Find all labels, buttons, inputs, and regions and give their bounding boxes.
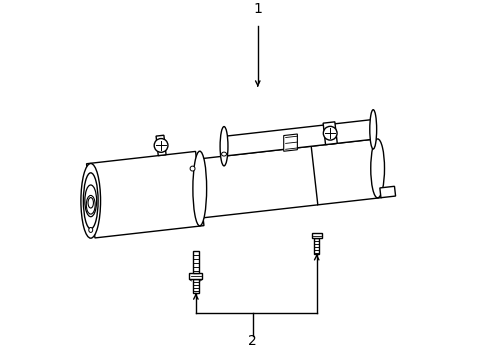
Circle shape [154, 139, 167, 152]
Ellipse shape [220, 127, 227, 166]
Polygon shape [379, 186, 395, 198]
Bar [189, 273, 202, 279]
Polygon shape [323, 122, 337, 145]
Ellipse shape [190, 166, 195, 171]
Ellipse shape [221, 152, 226, 156]
Ellipse shape [192, 151, 206, 226]
Bar [193, 251, 199, 273]
Ellipse shape [86, 195, 95, 214]
Circle shape [323, 126, 336, 140]
Ellipse shape [370, 139, 384, 198]
Ellipse shape [85, 185, 97, 217]
Ellipse shape [369, 110, 376, 149]
Polygon shape [223, 120, 373, 156]
Ellipse shape [81, 163, 101, 238]
Text: 2: 2 [248, 334, 257, 348]
Ellipse shape [83, 173, 98, 229]
Polygon shape [86, 152, 203, 238]
Polygon shape [283, 134, 297, 151]
Polygon shape [156, 135, 166, 156]
Polygon shape [196, 146, 317, 218]
Text: 1: 1 [253, 2, 262, 16]
Bar [311, 233, 321, 238]
Bar [314, 238, 319, 254]
Ellipse shape [88, 198, 93, 208]
Ellipse shape [89, 228, 93, 233]
Bar [193, 279, 199, 293]
